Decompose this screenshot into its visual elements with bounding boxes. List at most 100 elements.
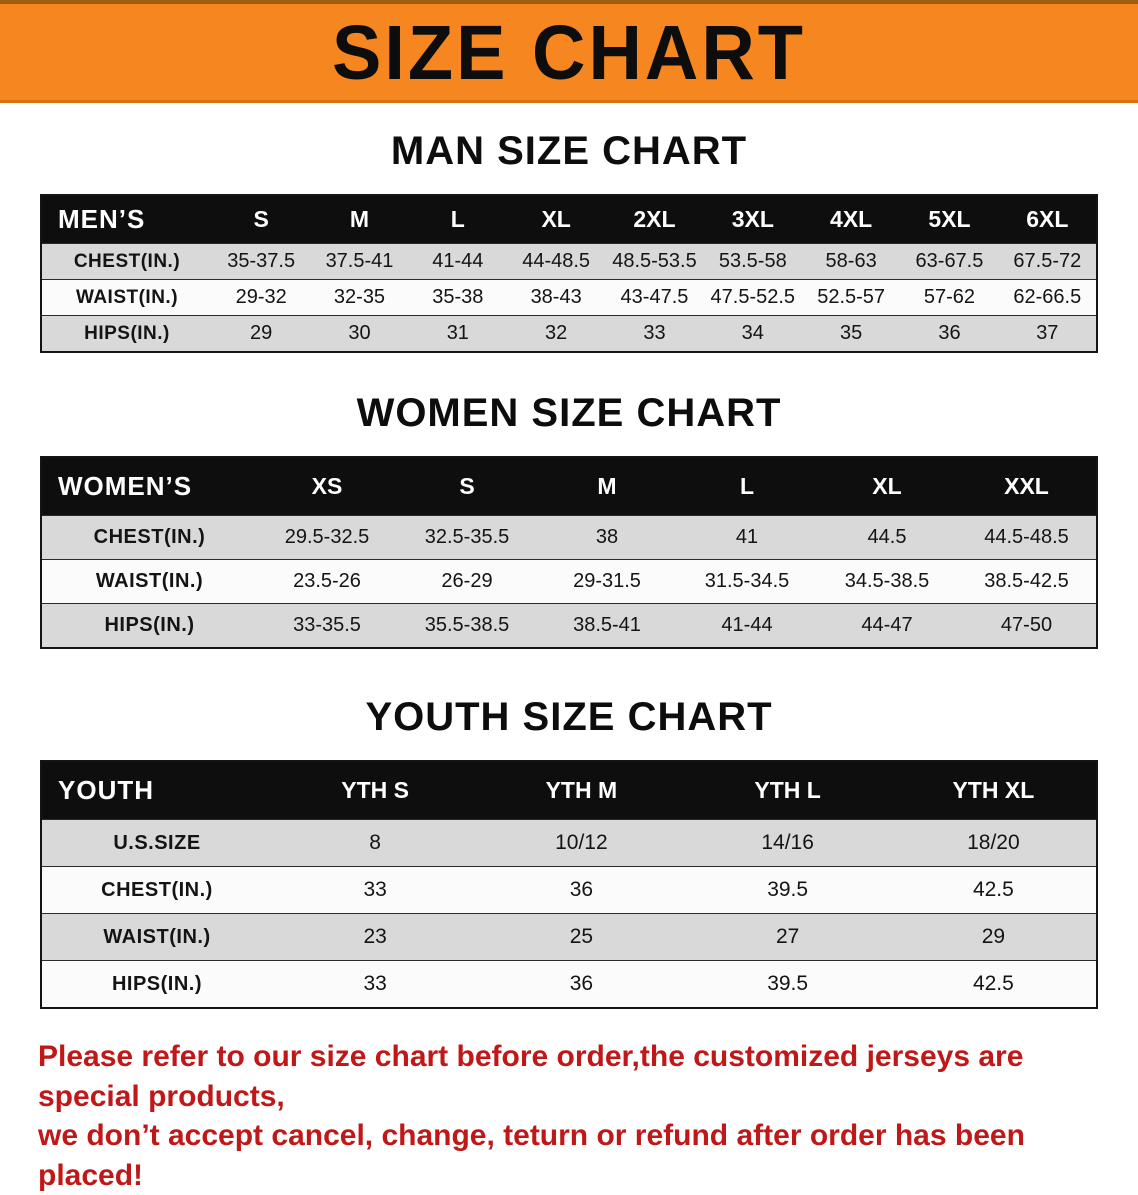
value-cell: 33-35.5 — [257, 603, 397, 648]
disclaimer-line-1: Please refer to our size chart before or… — [38, 1040, 1024, 1113]
table-row: WAIST(IN.) 23.5-26 26-29 29-31.5 31.5-34.5 34… — [41, 559, 1097, 604]
table-row: HIPS(IN.) 33-35.5 35.5-38.5 38.5-41 41-44 44-… — [41, 603, 1097, 648]
value-cell: 38.5-42.5 — [957, 559, 1097, 604]
value-cell: 29.5-32.5 — [257, 515, 397, 560]
table-title-cell: MEN’S — [41, 195, 212, 244]
value-cell: 25 — [478, 913, 685, 961]
men-size-table: MEN’S S M L XL 2XL 3XL 4XL 5XL 6XL CHEST(IN.) 35-37… — [40, 194, 1098, 353]
row-label-cell: CHEST(IN.) — [41, 243, 212, 280]
table-row: CHEST(IN.) 29.5-32.5 32.5-35.5 38 41 44.5 44.5… — [41, 515, 1097, 560]
value-cell: 48.5-53.5 — [605, 243, 704, 280]
women-section: WOMEN SIZE CHART WOMEN’S XS S M L XL XXL CHEST(… — [0, 391, 1138, 649]
value-cell: 32-35 — [310, 279, 409, 316]
value-cell: 43-47.5 — [605, 279, 704, 316]
value-cell: 35 — [801, 315, 901, 352]
size-header-cell: 6XL — [998, 195, 1097, 244]
value-cell: 62-66.5 — [998, 279, 1097, 316]
value-cell: 35.5-38.5 — [397, 603, 537, 648]
disclaimer-line-2: we don’t accept cancel, change, teturn o… — [38, 1119, 1025, 1192]
men-section: MAN SIZE CHART MEN’S S M L XL 2XL 3XL 4XL 5XL 6XL… — [0, 129, 1138, 353]
value-cell: 23 — [272, 913, 479, 961]
youth-size-table: YOUTH YTH S YTH M YTH L YTH XL U.S.SIZE 8 10/12… — [40, 760, 1098, 1009]
row-label-cell: WAIST(IN.) — [41, 559, 257, 604]
value-cell: 33 — [272, 960, 479, 1008]
size-header-cell: 5XL — [900, 195, 999, 244]
value-cell: 38-43 — [506, 279, 606, 316]
value-cell: 14/16 — [684, 819, 891, 867]
value-cell: 27 — [684, 913, 891, 961]
value-cell: 35-38 — [408, 279, 507, 316]
table-row: HIPS(IN.) 33 36 39.5 42.5 — [41, 960, 1097, 1008]
value-cell: 31 — [408, 315, 507, 352]
value-cell: 42.5 — [890, 866, 1097, 914]
value-cell: 36 — [478, 866, 685, 914]
value-cell: 18/20 — [890, 819, 1097, 867]
value-cell: 32 — [506, 315, 606, 352]
size-header-cell: 3XL — [703, 195, 802, 244]
women-size-table: WOMEN’S XS S M L XL XXL CHEST(IN.) 29.5-32.5 32.5… — [40, 456, 1098, 649]
value-cell: 58-63 — [801, 243, 901, 280]
value-cell: 31.5-34.5 — [677, 559, 817, 604]
value-cell: 44.5-48.5 — [957, 515, 1097, 560]
women-section-heading: WOMEN SIZE CHART — [356, 391, 782, 435]
value-cell: 37.5-41 — [310, 243, 409, 280]
row-label-cell: HIPS(IN.) — [41, 603, 257, 648]
size-header-cell: YTH M — [478, 761, 685, 820]
table-header-row: YOUTH YTH S YTH M YTH L YTH XL — [41, 761, 1097, 820]
size-header-cell: L — [677, 457, 817, 516]
value-cell: 41 — [677, 515, 817, 560]
value-cell: 52.5-57 — [801, 279, 901, 316]
value-cell: 57-62 — [900, 279, 999, 316]
page-title: SIZE CHART — [332, 8, 806, 96]
value-cell: 36 — [900, 315, 999, 352]
value-cell: 39.5 — [684, 960, 891, 1008]
table-row: WAIST(IN.) 29-32 32-35 35-38 38-43 43-47.5 47.… — [41, 279, 1097, 316]
size-header-cell: XL — [506, 195, 606, 244]
value-cell: 30 — [310, 315, 409, 352]
size-header-cell: XXL — [957, 457, 1097, 516]
row-label-cell: CHEST(IN.) — [41, 515, 257, 560]
value-cell: 37 — [998, 315, 1097, 352]
value-cell: 26-29 — [397, 559, 537, 604]
value-cell: 29 — [890, 913, 1097, 961]
table-row: WAIST(IN.) 23 25 27 29 — [41, 913, 1097, 961]
value-cell: 8 — [272, 819, 479, 867]
table-header-row: WOMEN’S XS S M L XL XXL — [41, 457, 1097, 516]
value-cell: 35-37.5 — [212, 243, 311, 280]
row-label-cell: U.S.SIZE — [41, 819, 272, 867]
men-section-heading: MAN SIZE CHART — [390, 129, 748, 173]
size-header-cell: 2XL — [605, 195, 704, 244]
table-title-cell: WOMEN’S — [41, 457, 257, 516]
table-title-cell: YOUTH — [41, 761, 272, 820]
value-cell: 42.5 — [890, 960, 1097, 1008]
row-label-cell: HIPS(IN.) — [41, 960, 272, 1008]
size-header-cell: XS — [257, 457, 397, 516]
value-cell: 29-31.5 — [537, 559, 677, 604]
size-header-cell: M — [310, 195, 409, 244]
value-cell: 29 — [212, 315, 311, 352]
value-cell: 47.5-52.5 — [703, 279, 802, 316]
value-cell: 32.5-35.5 — [397, 515, 537, 560]
value-cell: 44-47 — [817, 603, 957, 648]
value-cell: 34 — [703, 315, 802, 352]
value-cell: 36 — [478, 960, 685, 1008]
value-cell: 10/12 — [478, 819, 685, 867]
value-cell: 41-44 — [408, 243, 507, 280]
value-cell: 23.5-26 — [257, 559, 397, 604]
size-header-cell: S — [212, 195, 311, 244]
size-header-cell: XL — [817, 457, 957, 516]
youth-section: YOUTH SIZE CHART YOUTH YTH S YTH M YTH L YTH… — [0, 695, 1138, 1009]
youth-section-heading: YOUTH SIZE CHART — [365, 695, 773, 739]
size-header-cell: YTH XL — [890, 761, 1097, 820]
value-cell: 63-67.5 — [900, 243, 999, 280]
row-label-cell: HIPS(IN.) — [41, 315, 212, 352]
value-cell: 33 — [605, 315, 704, 352]
size-header-cell: YTH L — [684, 761, 891, 820]
table-row: CHEST(IN.) 33 36 39.5 42.5 — [41, 866, 1097, 914]
table-row: HIPS(IN.) 29 30 31 32 33 34 35 36 37 — [41, 315, 1097, 352]
size-header-cell: L — [408, 195, 507, 244]
value-cell: 29-32 — [212, 279, 311, 316]
table-row: U.S.SIZE 8 10/12 14/16 18/20 — [41, 819, 1097, 867]
value-cell: 53.5-58 — [703, 243, 802, 280]
